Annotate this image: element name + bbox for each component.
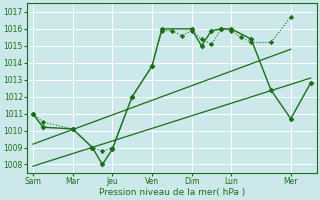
X-axis label: Pression niveau de la mer( hPa ): Pression niveau de la mer( hPa )	[99, 188, 245, 197]
